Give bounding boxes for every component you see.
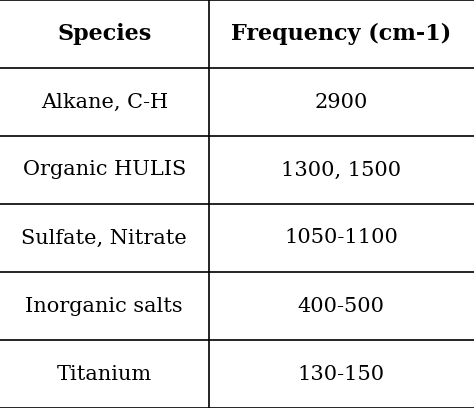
Text: Alkane, C-H: Alkane, C-H [41,93,168,111]
Text: Frequency (cm-1): Frequency (cm-1) [231,23,451,45]
Text: 1050-1100: 1050-1100 [284,228,398,248]
Text: 400-500: 400-500 [298,297,385,315]
Text: Organic HULIS: Organic HULIS [23,160,186,180]
Text: Species: Species [57,23,151,45]
Text: Sulfate, Nitrate: Sulfate, Nitrate [21,228,187,248]
Text: 2900: 2900 [315,93,368,111]
Text: Titanium: Titanium [57,364,152,384]
Text: Inorganic salts: Inorganic salts [26,297,183,315]
Text: 130-150: 130-150 [298,364,385,384]
Text: 1300, 1500: 1300, 1500 [281,160,401,180]
